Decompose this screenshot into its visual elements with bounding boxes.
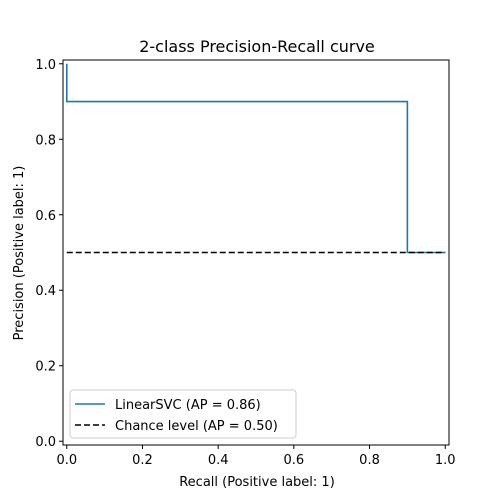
y-tick-label: 0.0 — [35, 435, 56, 450]
x-tick-label: 0.4 — [208, 453, 229, 468]
y-tick-label: 0.6 — [35, 209, 56, 224]
y-tick-label: 1.0 — [35, 58, 56, 73]
x-axis-label: Recall (Positive label: 1) — [179, 475, 335, 490]
legend: LinearSVC (AP = 0.86) Chance level (AP = … — [69, 389, 297, 439]
legend-box — [69, 389, 297, 439]
x-tick-label: 0.6 — [283, 453, 304, 468]
y-tick-label: 0.4 — [35, 284, 56, 299]
y-tick-label: 0.2 — [35, 360, 56, 375]
y-axis-label: Precision (Positive label: 1) — [12, 166, 27, 341]
x-tick-label: 0.0 — [56, 453, 77, 468]
y-tick-label: 0.8 — [35, 133, 56, 148]
chart-title: 2-class Precision-Recall curve — [139, 37, 375, 56]
legend-entry: Chance level (AP = 0.50) — [115, 419, 278, 434]
x-tick-label: 0.8 — [359, 453, 380, 468]
x-tick-label: 0.2 — [132, 453, 153, 468]
plot-frame — [62, 59, 450, 446]
legend-entry: LinearSVC (AP = 0.86) — [115, 398, 261, 413]
x-tick-label: 1.0 — [435, 453, 456, 468]
